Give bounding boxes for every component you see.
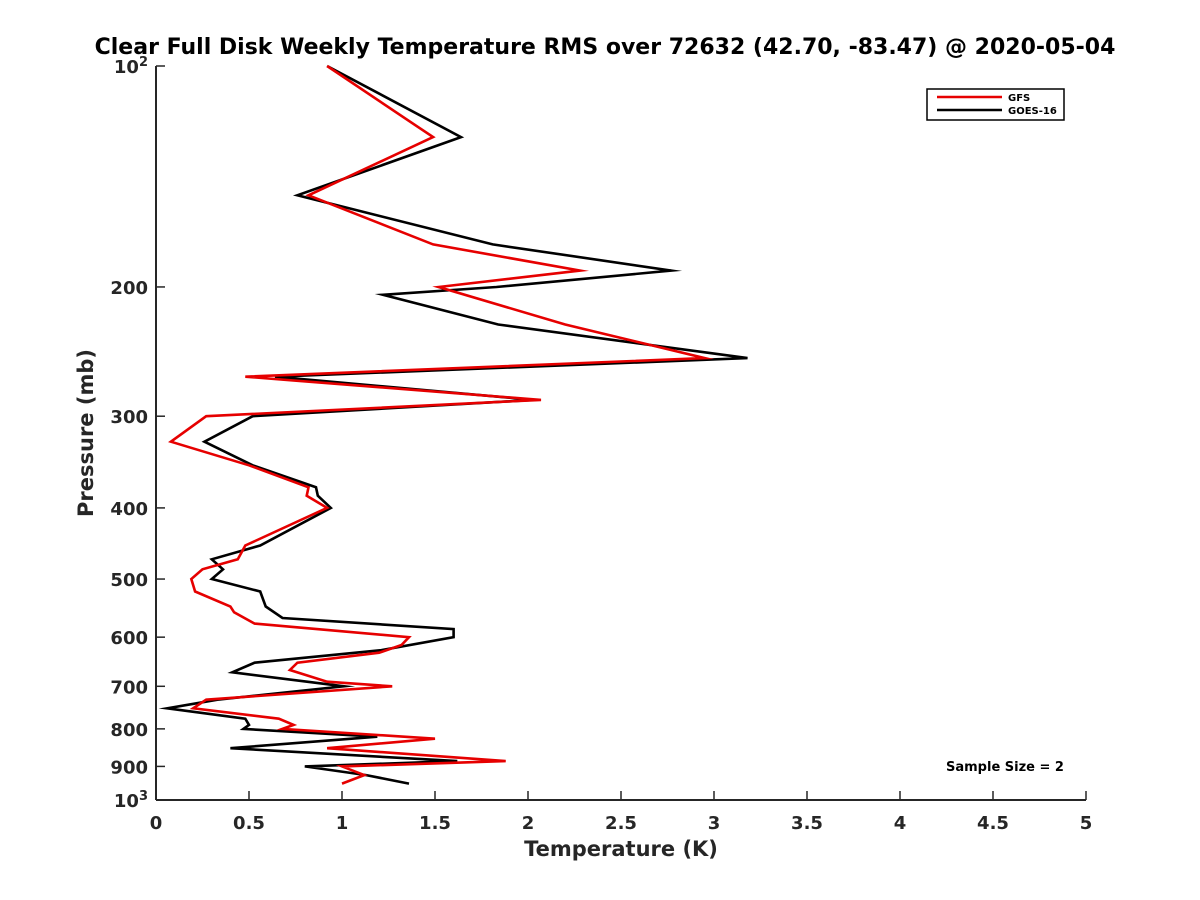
y-tick-label: 800 [110,720,148,741]
y-axis-label: Pressure (mb) [74,349,98,517]
x-axis-label: Temperature (K) [524,837,718,861]
y-tick-label: 700 [110,677,148,698]
y-tick-label: 200 [110,278,148,299]
x-tick-label: 2 [522,813,535,834]
sample-size-annotation: Sample Size = 2 [946,760,1064,775]
legend-box [926,88,1065,121]
y-tick-label: 500 [110,570,148,591]
series-line-goes16 [158,64,748,785]
x-tick-label: 0.5 [233,813,265,834]
series-line-gfs [168,64,715,785]
legend: GFS GOES-16 [926,88,1065,121]
y-tick-label: 103 [114,789,148,813]
x-tick-label: 0 [150,813,163,834]
x-tick-label: 3.5 [791,813,823,834]
y-tick-label: 102 [114,55,148,79]
y-ticks: 102 200 300 400 500 600 700 800 900 103 [110,55,165,813]
x-tick-label: 5 [1080,813,1093,834]
y-tick-label: 900 [110,757,148,778]
x-tick-label: 4 [894,813,907,834]
x-tick-label: 1.5 [419,813,451,834]
chart-title: Clear Full Disk Weekly Temperature RMS o… [95,35,1116,60]
x-tick-label: 4.5 [977,813,1009,834]
x-ticks: 0 0.5 1 1.5 2 2.5 3 3.5 4 4.5 5 [150,791,1093,834]
x-tick-label: 1 [336,813,349,834]
y-tick-label: 600 [110,628,148,649]
y-tick-label: 400 [110,499,148,520]
y-tick-label: 300 [110,407,148,428]
x-tick-label: 2.5 [605,813,637,834]
series-layer [158,64,748,785]
x-tick-label: 3 [708,813,721,834]
plot-area [155,66,1086,801]
legend-label-goes16: GOES-16 [1008,106,1057,117]
legend-label-gfs: GFS [1008,93,1030,104]
